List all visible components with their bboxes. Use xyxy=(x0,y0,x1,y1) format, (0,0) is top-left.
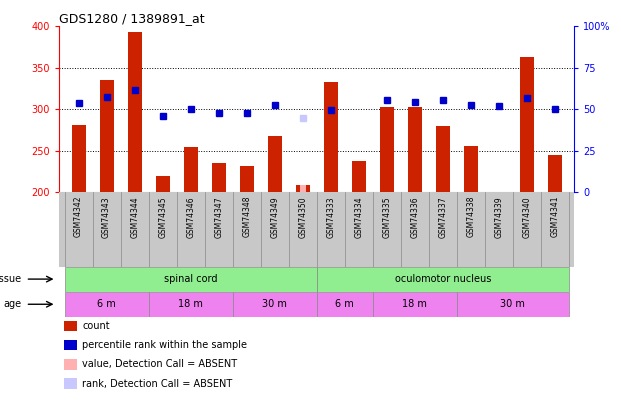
Text: value, Detection Call = ABSENT: value, Detection Call = ABSENT xyxy=(82,360,237,369)
Text: 30 m: 30 m xyxy=(501,299,525,309)
Bar xyxy=(373,292,457,317)
Text: spinal cord: spinal cord xyxy=(164,274,217,284)
Bar xyxy=(520,57,534,192)
Text: GSM74346: GSM74346 xyxy=(186,196,195,237)
Text: GSM74337: GSM74337 xyxy=(438,196,447,237)
Text: age: age xyxy=(4,299,22,309)
Bar xyxy=(99,80,114,192)
Text: GSM74333: GSM74333 xyxy=(326,196,335,237)
Bar xyxy=(324,82,338,192)
Bar xyxy=(296,185,310,192)
Bar xyxy=(156,176,170,192)
Bar xyxy=(233,292,317,317)
Text: GSM74336: GSM74336 xyxy=(410,196,419,237)
Text: oculomotor nucleus: oculomotor nucleus xyxy=(394,274,491,284)
Bar xyxy=(408,107,422,192)
Text: 6 m: 6 m xyxy=(97,299,116,309)
Bar xyxy=(64,321,77,331)
Bar xyxy=(128,32,142,192)
Text: GSM74334: GSM74334 xyxy=(354,196,363,237)
Text: GSM74341: GSM74341 xyxy=(550,196,560,237)
Text: GSM74345: GSM74345 xyxy=(158,196,167,237)
Text: 18 m: 18 m xyxy=(178,299,203,309)
Bar xyxy=(65,292,148,317)
Bar xyxy=(240,166,254,192)
Text: GSM74348: GSM74348 xyxy=(242,196,251,237)
Bar xyxy=(436,126,450,192)
Text: GSM74347: GSM74347 xyxy=(214,196,223,237)
Bar xyxy=(65,266,317,292)
Text: GSM74349: GSM74349 xyxy=(270,196,279,237)
Text: GSM74339: GSM74339 xyxy=(494,196,503,237)
Bar xyxy=(317,292,373,317)
Bar xyxy=(464,146,478,192)
Bar xyxy=(268,136,282,192)
Text: GSM74338: GSM74338 xyxy=(466,196,475,237)
Text: 30 m: 30 m xyxy=(262,299,287,309)
Bar xyxy=(64,340,77,350)
Bar xyxy=(457,292,569,317)
Bar xyxy=(64,379,77,389)
Text: GSM74350: GSM74350 xyxy=(298,196,307,237)
Text: GSM74342: GSM74342 xyxy=(74,196,83,237)
Bar xyxy=(351,162,366,192)
Bar xyxy=(148,292,233,317)
Text: GSM74340: GSM74340 xyxy=(522,196,532,237)
Bar xyxy=(64,359,77,370)
Bar xyxy=(317,266,569,292)
Text: count: count xyxy=(82,321,110,331)
Bar xyxy=(184,147,197,192)
Text: 18 m: 18 m xyxy=(402,299,427,309)
Text: 6 m: 6 m xyxy=(335,299,354,309)
Text: rank, Detection Call = ABSENT: rank, Detection Call = ABSENT xyxy=(82,379,232,389)
Text: GDS1280 / 1389891_at: GDS1280 / 1389891_at xyxy=(59,12,205,25)
Bar xyxy=(212,163,225,192)
Bar xyxy=(379,107,394,192)
Text: tissue: tissue xyxy=(0,274,22,284)
Text: percentile rank within the sample: percentile rank within the sample xyxy=(82,340,247,350)
Bar xyxy=(71,125,86,192)
Bar xyxy=(548,155,562,192)
Bar xyxy=(300,185,306,192)
Text: GSM74335: GSM74335 xyxy=(383,196,391,237)
Text: GSM74344: GSM74344 xyxy=(130,196,139,237)
Text: GSM74343: GSM74343 xyxy=(102,196,111,237)
